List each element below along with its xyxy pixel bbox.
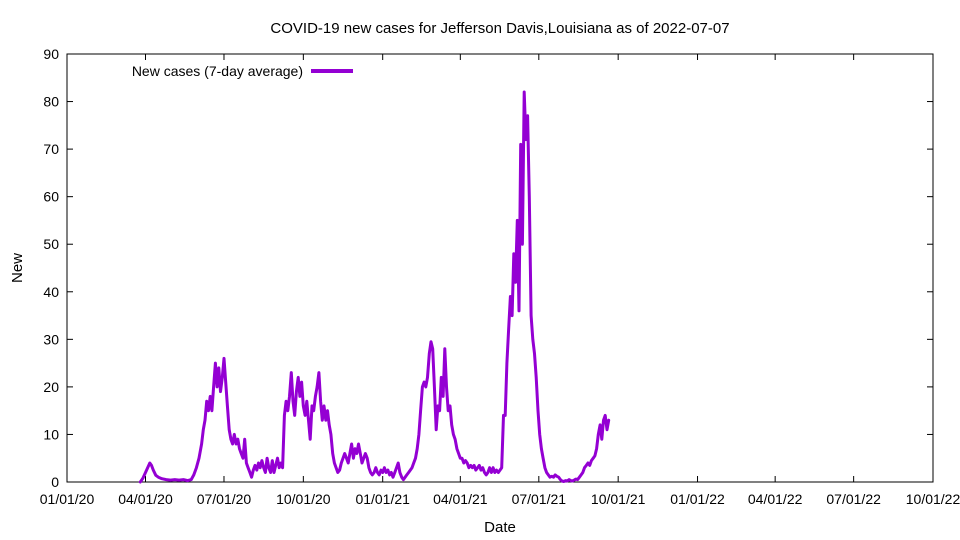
x-tick-label: 01/01/22 <box>670 491 725 507</box>
x-tick-label: 01/01/21 <box>355 491 410 507</box>
x-tick-label: 04/01/21 <box>433 491 488 507</box>
chart-title: COVID-19 new cases for Jefferson Davis,L… <box>270 20 729 37</box>
x-tick-label: 07/01/21 <box>512 491 567 507</box>
x-tick-label: 10/01/22 <box>906 491 960 507</box>
y-tick-label: 50 <box>43 236 59 252</box>
series-line-new-cases <box>138 90 611 484</box>
x-axis-title: Date <box>484 519 516 536</box>
legend-label: New cases (7-day average) <box>132 63 303 79</box>
y-tick-label: 80 <box>43 94 59 110</box>
y-tick-label: 10 <box>43 426 59 442</box>
y-tick-label: 70 <box>43 141 59 157</box>
y-axis-title: New <box>9 253 26 283</box>
y-tick-label: 0 <box>51 474 59 490</box>
plot-area-frame <box>66 53 934 483</box>
x-tick-label: 10/01/21 <box>591 491 646 507</box>
x-tick-label: 04/01/20 <box>118 491 173 507</box>
y-tick-label: 30 <box>43 331 59 347</box>
y-axis: 0 10 20 30 40 50 60 70 80 90 <box>43 46 933 490</box>
x-tick-label: 07/01/20 <box>197 491 252 507</box>
x-tick-label: 10/01/20 <box>276 491 331 507</box>
x-tick-label: 04/01/22 <box>748 491 803 507</box>
x-tick-label: 07/01/22 <box>826 491 881 507</box>
y-tick-label: 90 <box>43 46 59 62</box>
y-tick-label: 60 <box>43 189 59 205</box>
y-tick-label: 20 <box>43 379 59 395</box>
y-tick-label: 40 <box>43 284 59 300</box>
x-tick-label: 01/01/20 <box>40 491 95 507</box>
legend: New cases (7-day average) <box>132 63 353 79</box>
x-axis: 01/01/20 04/01/20 07/01/20 10/01/20 01/01/21… <box>40 54 960 507</box>
